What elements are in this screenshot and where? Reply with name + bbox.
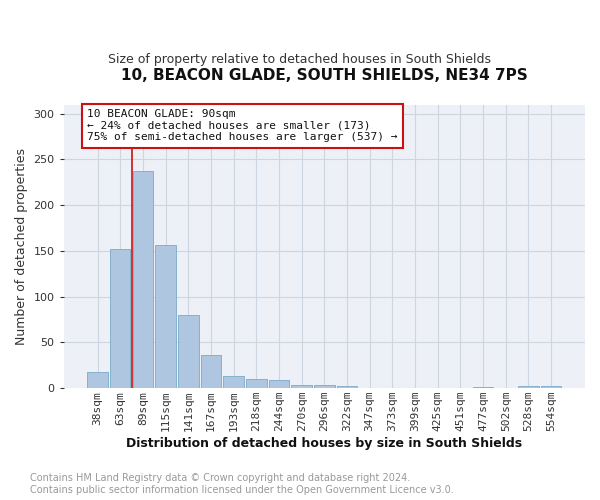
Bar: [337, 386, 357, 388]
X-axis label: Distribution of detached houses by size in South Shields: Distribution of detached houses by size …: [126, 437, 523, 450]
Bar: [223, 376, 244, 388]
Bar: [518, 386, 539, 388]
Bar: [269, 380, 289, 388]
Bar: [88, 372, 108, 388]
Title: 10, BEACON GLADE, SOUTH SHIELDS, NE34 7PS: 10, BEACON GLADE, SOUTH SHIELDS, NE34 7P…: [121, 68, 528, 82]
Text: Contains HM Land Registry data © Crown copyright and database right 2024.
Contai: Contains HM Land Registry data © Crown c…: [30, 474, 454, 495]
Y-axis label: Number of detached properties: Number of detached properties: [15, 148, 28, 345]
Bar: [292, 384, 312, 388]
Bar: [155, 246, 176, 388]
Bar: [314, 384, 335, 388]
Bar: [541, 386, 562, 388]
Text: 10 BEACON GLADE: 90sqm
← 24% of detached houses are smaller (173)
75% of semi-de: 10 BEACON GLADE: 90sqm ← 24% of detached…: [88, 109, 398, 142]
Bar: [110, 249, 130, 388]
Bar: [133, 172, 153, 388]
Bar: [246, 379, 266, 388]
Bar: [178, 315, 199, 388]
Bar: [201, 355, 221, 388]
Text: Size of property relative to detached houses in South Shields: Size of property relative to detached ho…: [109, 52, 491, 66]
